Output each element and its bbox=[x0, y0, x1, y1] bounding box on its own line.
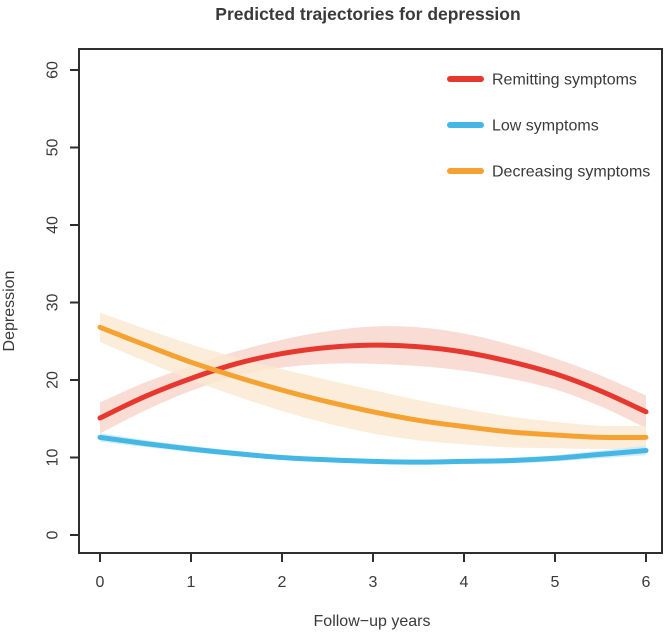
y-tick-label-10: 10 bbox=[45, 449, 62, 467]
trajectory-line-decreasing-symptoms bbox=[97, 324, 649, 441]
y-tick-label-0: 0 bbox=[45, 530, 62, 539]
ci-band-remitting-symptoms bbox=[100, 326, 646, 434]
confidence-bands bbox=[100, 312, 646, 465]
y-tick-label-40: 40 bbox=[45, 216, 62, 234]
x-tick-label-5: 5 bbox=[551, 574, 560, 591]
legend: Remitting symptoms Low symptoms Decreasing… bbox=[447, 72, 650, 181]
x-tick-label-1: 1 bbox=[187, 574, 196, 591]
chart-title: Predicted trajectories for depression bbox=[215, 4, 520, 24]
legend-label-decreasing-symptoms: Decreasing symptoms bbox=[492, 164, 650, 181]
legend-label-remitting-symptoms: Remitting symptoms bbox=[492, 72, 637, 89]
x-tick-label-0: 0 bbox=[96, 574, 105, 591]
y-axis-label: Depression bbox=[1, 271, 18, 352]
y-axis-ticks: 0 10 20 30 40 50 60 bbox=[45, 61, 78, 539]
trajectory-line-remitting-symptoms bbox=[97, 342, 649, 421]
x-axis-label: Follow−up years bbox=[314, 613, 431, 630]
y-tick-label-30: 30 bbox=[45, 294, 62, 312]
x-tick-label-2: 2 bbox=[278, 574, 287, 591]
trajectory-line-low-symptoms bbox=[97, 434, 649, 465]
x-tick-label-6: 6 bbox=[642, 574, 651, 591]
plot-border bbox=[78, 48, 663, 554]
legend-label-low-symptoms: Low symptoms bbox=[492, 118, 599, 135]
x-axis-ticks: 0 1 2 3 4 5 6 bbox=[96, 554, 651, 591]
y-tick-label-60: 60 bbox=[45, 61, 62, 79]
x-tick-label-4: 4 bbox=[460, 574, 469, 591]
x-tick-label-3: 3 bbox=[369, 574, 378, 591]
y-tick-label-50: 50 bbox=[45, 139, 62, 157]
trajectory-lines bbox=[97, 324, 649, 465]
y-tick-label-20: 20 bbox=[45, 371, 62, 389]
